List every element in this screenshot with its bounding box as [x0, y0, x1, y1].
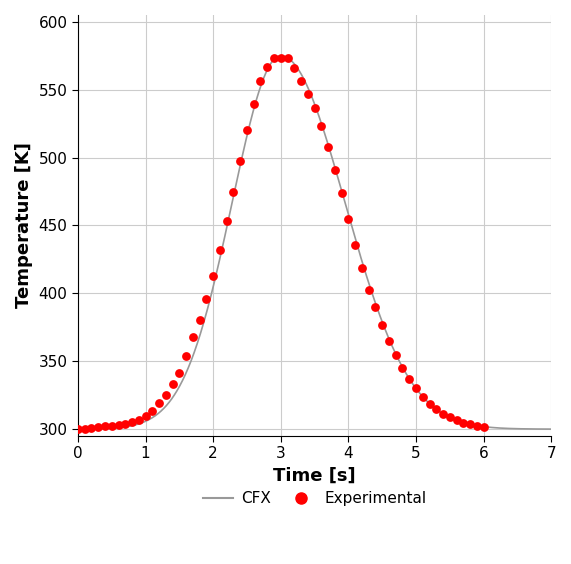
Point — [303, 90, 312, 99]
Point — [337, 189, 346, 198]
Point — [74, 425, 83, 434]
Point — [114, 421, 123, 430]
Point — [155, 399, 164, 408]
Legend: CFX, Experimental: CFX, Experimental — [196, 485, 432, 513]
Point — [215, 245, 224, 254]
Point — [384, 337, 393, 346]
Point — [283, 53, 292, 62]
Point — [127, 417, 136, 426]
Point — [80, 425, 89, 434]
Point — [276, 54, 286, 63]
Point — [161, 391, 170, 400]
Point — [412, 384, 421, 393]
Point — [188, 332, 198, 341]
Y-axis label: Temperature [K]: Temperature [K] — [15, 143, 33, 309]
Point — [452, 416, 461, 425]
Point — [120, 420, 130, 429]
Point — [148, 407, 157, 416]
Point — [236, 157, 245, 166]
Point — [243, 126, 252, 135]
Point — [100, 421, 110, 430]
Point — [432, 405, 441, 414]
Point — [87, 423, 96, 432]
Point — [398, 364, 407, 373]
Point — [175, 368, 184, 377]
Point — [479, 422, 488, 431]
Point — [195, 315, 204, 324]
Point — [107, 421, 116, 430]
Point — [229, 188, 238, 197]
Point — [324, 143, 333, 152]
Point — [289, 64, 299, 73]
Point — [465, 420, 475, 429]
Point — [405, 374, 414, 383]
Point — [317, 121, 326, 130]
Point — [256, 77, 265, 86]
Point — [222, 217, 231, 226]
Point — [263, 63, 272, 72]
Point — [357, 263, 367, 272]
Point — [182, 352, 191, 361]
Point — [94, 423, 103, 432]
Point — [391, 351, 400, 360]
Point — [418, 392, 427, 401]
Point — [445, 413, 455, 422]
Point — [439, 409, 448, 418]
Point — [344, 214, 353, 223]
Point — [249, 99, 258, 108]
Point — [472, 421, 481, 430]
Point — [425, 399, 434, 408]
Point — [134, 415, 143, 424]
Point — [459, 418, 468, 427]
Point — [330, 165, 339, 174]
Point — [168, 380, 177, 389]
Point — [377, 320, 387, 329]
Point — [371, 303, 380, 312]
Point — [364, 285, 373, 294]
Point — [202, 295, 211, 304]
Point — [208, 271, 218, 280]
Point — [351, 240, 360, 249]
Point — [141, 411, 150, 420]
X-axis label: Time [s]: Time [s] — [274, 467, 356, 485]
Point — [296, 76, 305, 85]
Point — [270, 54, 279, 63]
Point — [310, 104, 319, 113]
